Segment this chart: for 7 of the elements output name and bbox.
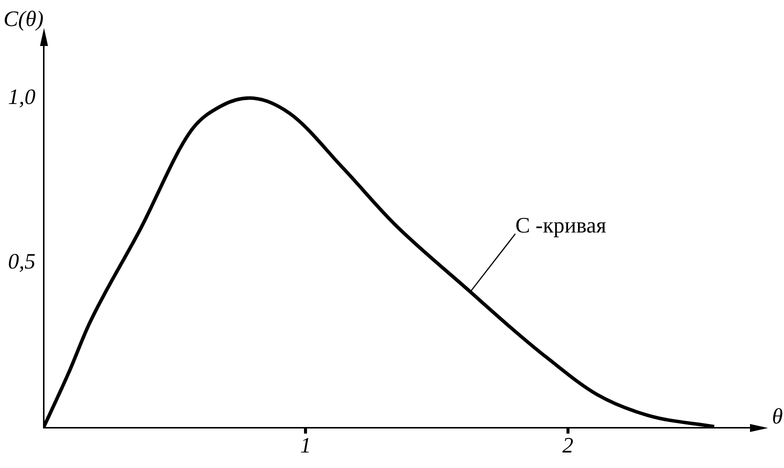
x-tick-label: 2 (562, 432, 574, 458)
x-tick-label: 1 (300, 432, 312, 458)
annotation: C -кривая (515, 212, 606, 238)
y-tick-label: 0,5 (8, 248, 36, 274)
x-axis-title: θ (772, 403, 783, 428)
y-axis-title: C(θ) (3, 6, 44, 31)
y-tick-label: 1,0 (8, 84, 36, 109)
